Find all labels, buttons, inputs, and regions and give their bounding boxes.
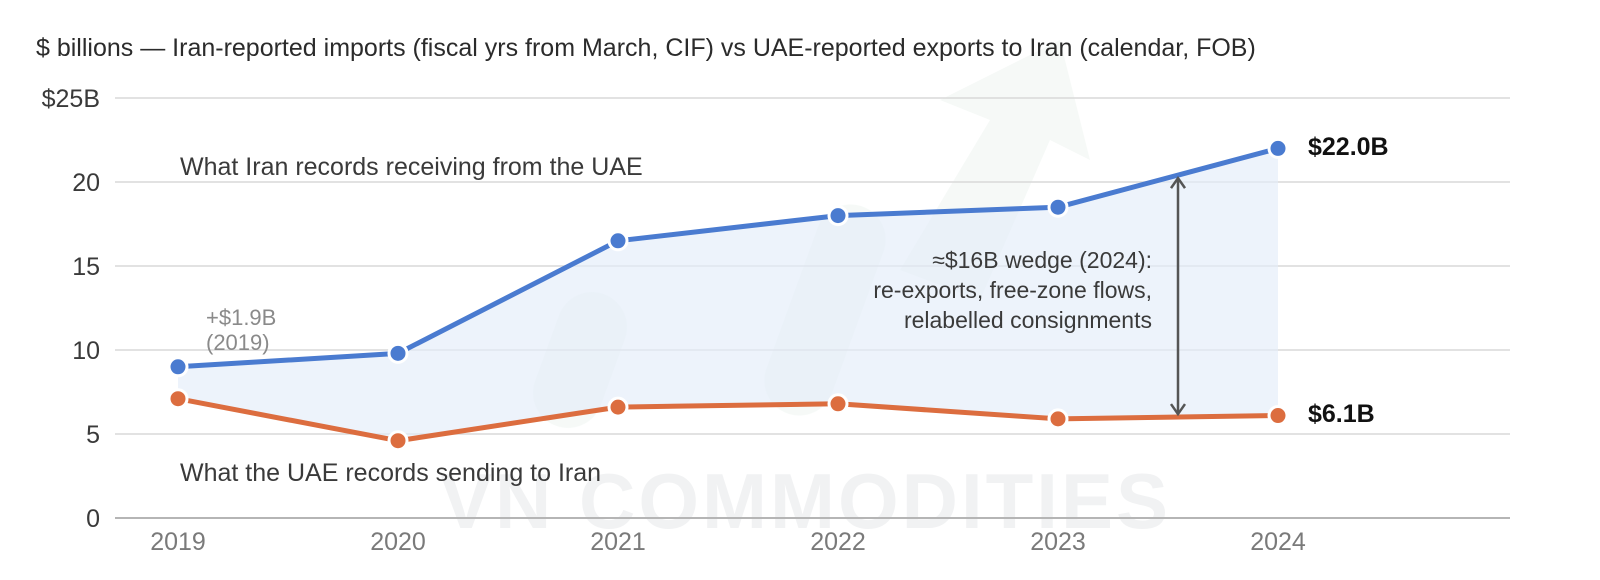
series-line-uae: [175, 396, 1281, 444]
y-tick-label: 0: [86, 505, 100, 533]
series-label-iran: What Iran records receiving from the UAE: [180, 153, 643, 181]
x-axis: 2019 2020 2021 2022 2023 2024: [150, 528, 1306, 556]
x-tick-label: 2020: [370, 528, 426, 556]
x-tick-label: 2021: [590, 528, 646, 556]
end-label-uae: $6.1B: [1308, 400, 1375, 428]
annotation-wedge-line-2: re-exports, free-zone flows,: [873, 277, 1152, 303]
watermark-text: VN COMMODITIES: [440, 457, 1171, 545]
data-point-iran: [607, 230, 629, 252]
y-tick-label: 20: [72, 169, 100, 197]
series-points: [167, 137, 1289, 452]
data-point-uae: [607, 396, 629, 418]
x-tick-label: 2019: [150, 528, 206, 556]
end-label-iran: $22.0B: [1308, 133, 1389, 161]
data-point-iran: [827, 205, 849, 227]
data-point-iran: [1267, 137, 1289, 159]
y-tick-label: 5: [86, 421, 100, 449]
wedge-area: [178, 148, 1278, 441]
annotation-gap-2019-line-1: +$1.9B: [206, 305, 276, 330]
series-label-uae: What the UAE records sending to Iran: [180, 459, 601, 487]
data-point-uae: [1267, 405, 1289, 427]
x-tick-label: 2023: [1030, 528, 1086, 556]
data-point-uae: [1047, 408, 1069, 430]
chart-subtitle: $ billions — Iran-reported imports (fisc…: [36, 34, 1256, 62]
annotation-wedge-line-3: relabelled consignments: [904, 307, 1152, 333]
annotation-wedge-2024: ≈$16B wedge (2024): re-exports, free-zon…: [873, 247, 1152, 333]
y-tick-label: 10: [72, 337, 100, 365]
annotation-wedge-line-1: ≈$16B wedge (2024):: [932, 247, 1152, 273]
series-line-iran: [175, 145, 1281, 370]
y-axis: 0 5 10 15 20 $25B: [42, 85, 100, 533]
data-point-uae: [167, 388, 189, 410]
annotation-gap-2019-line-2: (2019): [206, 330, 270, 355]
series-lines: [175, 145, 1281, 444]
data-point-iran: [167, 356, 189, 378]
x-tick-label: 2024: [1250, 528, 1306, 556]
wedge-arrow: [1169, 175, 1187, 417]
x-tick-label: 2022: [810, 528, 866, 556]
data-point-iran: [1047, 196, 1069, 218]
annotation-gap-2019: +$1.9B (2019): [206, 305, 276, 355]
data-point-uae: [827, 393, 849, 415]
y-tick-label: $25B: [42, 85, 100, 113]
data-point-uae: [387, 430, 409, 452]
y-tick-label: 15: [72, 253, 100, 281]
data-point-iran: [387, 342, 409, 364]
